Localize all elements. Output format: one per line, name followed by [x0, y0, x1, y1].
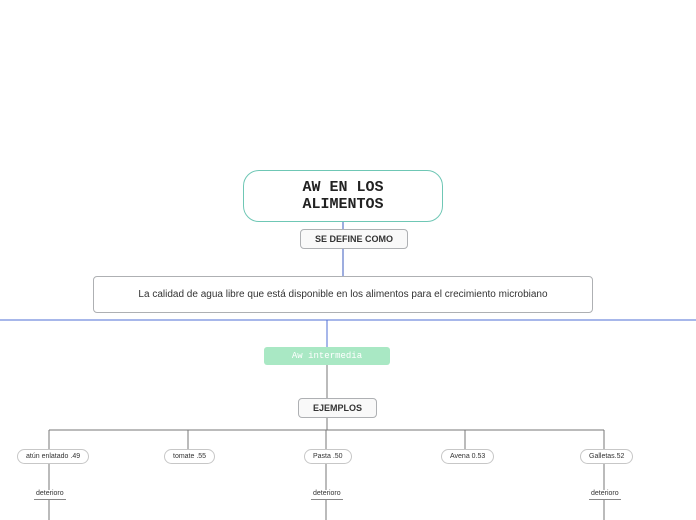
definition-node: La calidad de agua libre que está dispon… — [93, 276, 593, 313]
subleaf-deterioro-3: deterioro — [589, 490, 621, 500]
ejemplos-node: EJEMPLOS — [298, 398, 377, 418]
root-node: AW EN LOS ALIMENTOS — [243, 170, 443, 222]
level1-label: SE DEFINE COMO — [315, 234, 393, 244]
leaf-label: atún enlatado .49 — [26, 453, 80, 460]
leaf-label: tomate .55 — [173, 453, 206, 460]
root-title: AW EN LOS ALIMENTOS — [302, 179, 383, 213]
ejemplos-label: EJEMPLOS — [313, 403, 362, 413]
subleaf-deterioro-1: deterioro — [34, 490, 66, 500]
leaf-label: Galletas.52 — [589, 453, 624, 460]
leaf-tomate: tomate .55 — [164, 449, 215, 464]
subleaf-deterioro-2: deterioro — [311, 490, 343, 500]
level1-node: SE DEFINE COMO — [300, 229, 408, 249]
leaf-label: Avena 0.53 — [450, 453, 485, 460]
definition-text: La calidad de agua libre que está dispon… — [138, 289, 547, 300]
aw-intermedia-label: Aw intermedia — [292, 351, 362, 361]
subleaf-label: deterioro — [591, 490, 619, 497]
leaf-pasta: Pasta .50 — [304, 449, 352, 464]
aw-intermedia-node: Aw intermedia — [264, 347, 390, 365]
leaf-label: Pasta .50 — [313, 453, 343, 460]
leaf-avena: Avena 0.53 — [441, 449, 494, 464]
leaf-atun: atún enlatado .49 — [17, 449, 89, 464]
subleaf-label: deterioro — [36, 490, 64, 497]
leaf-galletas: Galletas.52 — [580, 449, 633, 464]
subleaf-label: deterioro — [313, 490, 341, 497]
